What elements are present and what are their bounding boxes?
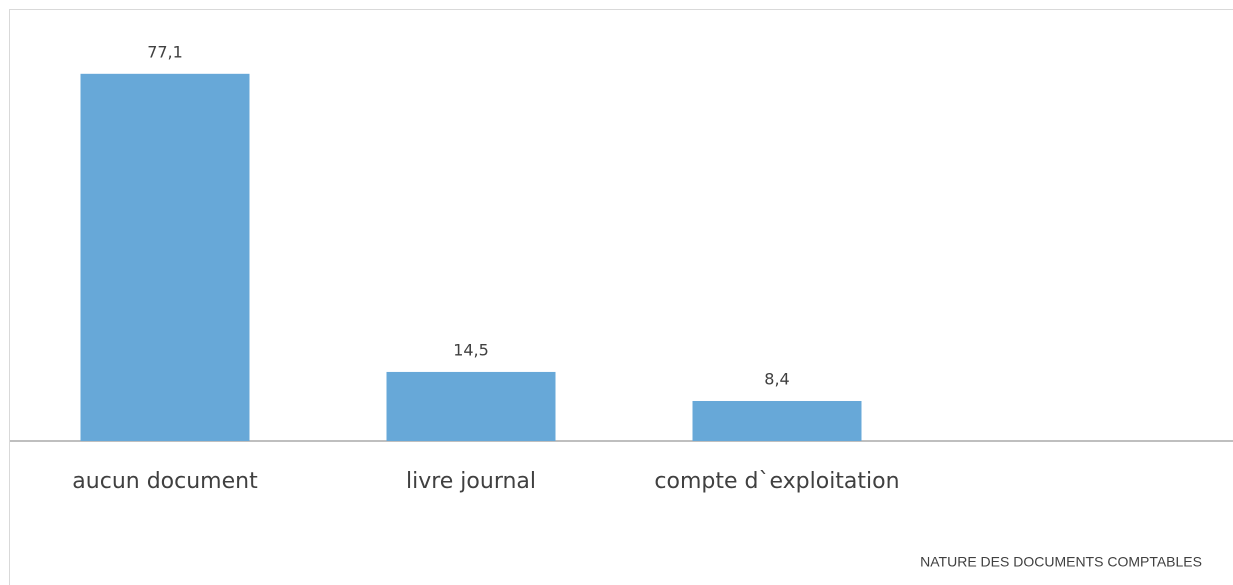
bar (692, 400, 862, 441)
value-label: 77,1 (147, 42, 183, 61)
x-axis-title: NATURE DES DOCUMENTS COMPTABLES (920, 554, 1202, 570)
value-label: 8,4 (764, 369, 789, 388)
value-label: 14,5 (453, 340, 489, 359)
bar (80, 73, 250, 441)
x-tick-label: livre journal (406, 469, 536, 494)
x-tick-label: compte d`exploitation (654, 469, 899, 494)
x-tick-label: aucun document (72, 469, 258, 494)
bar (386, 371, 556, 441)
chart-border (9, 9, 1233, 585)
